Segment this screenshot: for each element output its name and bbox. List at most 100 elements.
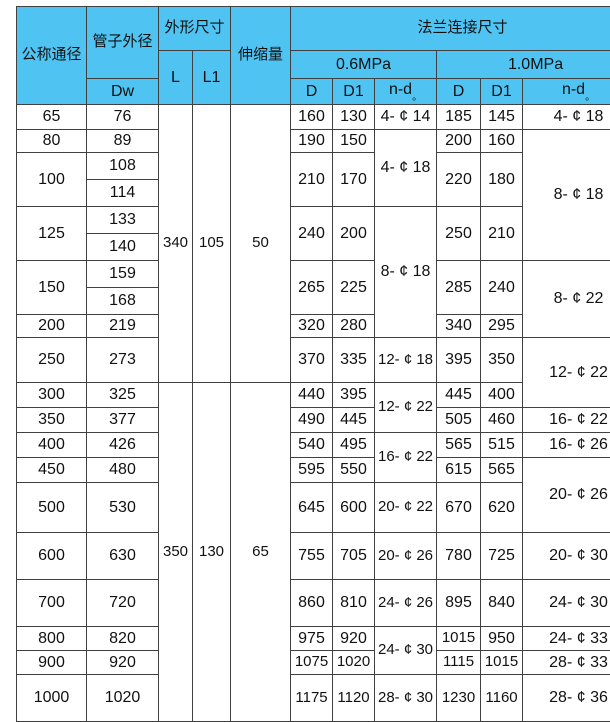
table-row: 1000 1020 1175 1120 28- ¢ 30 1230 1160 2…	[17, 675, 610, 722]
cell-d-10: 285	[437, 261, 481, 315]
cell-d-10: 615	[437, 458, 481, 483]
table-row: 900 920 1075 1020 1115 1015 28- ¢ 33	[17, 651, 610, 675]
cell-d1-10: 725	[481, 533, 523, 580]
cell-expansion: 50	[231, 105, 291, 383]
cell-d1-06: 550	[333, 458, 375, 483]
cell-d-06: 540	[291, 433, 333, 458]
cell-d1-10: 160	[481, 130, 523, 153]
header-expansion: 伸缩量	[231, 7, 291, 105]
cell-dw: 377	[87, 408, 159, 433]
cell-dn: 450	[17, 458, 87, 483]
table-row: 125 133 240 200 8- ¢ 18 250 210	[17, 207, 610, 234]
cell-d-10: 895	[437, 580, 481, 627]
cell-dn: 700	[17, 580, 87, 627]
cell-nd-10: 24- ¢ 30	[523, 580, 610, 627]
cell-d1-10: 1015	[481, 651, 523, 675]
cell-d1-10: 210	[481, 207, 523, 261]
cell-nd-06: 8- ¢ 18	[375, 207, 437, 338]
cell-dw: 168	[87, 288, 159, 315]
cell-nd-10: 28- ¢ 36	[523, 675, 610, 722]
cell-l: 350	[159, 383, 193, 722]
cell-d1-06: 280	[333, 315, 375, 338]
cell-dn: 125	[17, 207, 87, 261]
cell-d1-06: 130	[333, 105, 375, 130]
cell-nd-10: 24- ¢ 33	[523, 627, 610, 651]
cell-dw: 89	[87, 130, 159, 153]
cell-nd-06: 20- ¢ 22	[375, 483, 437, 533]
cell-dn: 250	[17, 338, 87, 383]
header-d-10: D	[437, 79, 481, 105]
cell-dw: 114	[87, 180, 159, 207]
cell-d1-10: 950	[481, 627, 523, 651]
cell-dw: 219	[87, 315, 159, 338]
table-row: 250 273 370 335 12- ¢ 18 395 350 12- ¢ 2…	[17, 338, 610, 383]
table-row: 150 159 265 225 285 240 8- ¢ 22	[17, 261, 610, 288]
cell-d1-10: 1160	[481, 675, 523, 722]
cell-dn: 500	[17, 483, 87, 533]
cell-d1-06: 395	[333, 383, 375, 408]
header-l1: L1	[193, 51, 231, 105]
table-row: 200 219 320 280 340 295	[17, 315, 610, 338]
cell-dw: 325	[87, 383, 159, 408]
header-d1-10: D1	[481, 79, 523, 105]
cell-d-06: 1175	[291, 675, 333, 722]
header-nd-06-text: n-d	[389, 81, 412, 98]
table-row: 450 480 595 550 615 565 20- ¢ 26	[17, 458, 610, 483]
cell-nd-06: 24- ¢ 26	[375, 580, 437, 627]
cell-d1-10: 295	[481, 315, 523, 338]
cell-nd-10: 4- ¢ 18	[523, 105, 610, 130]
cell-dw: 630	[87, 533, 159, 580]
header-nd-06: n-d。	[375, 79, 437, 105]
cell-d-06: 490	[291, 408, 333, 433]
header-d1-06: D1	[333, 79, 375, 105]
cell-d-06: 645	[291, 483, 333, 533]
cell-d1-10: 620	[481, 483, 523, 533]
cell-d1-06: 200	[333, 207, 375, 261]
cell-nd-10: 20- ¢ 30	[523, 533, 610, 580]
cell-dn: 400	[17, 433, 87, 458]
cell-d1-06: 150	[333, 130, 375, 153]
cell-d-06: 440	[291, 383, 333, 408]
cell-dn: 600	[17, 533, 87, 580]
cell-l: 340	[159, 105, 193, 383]
table-row: 65 76 340 105 50 160 130 4- ¢ 14 185 145…	[17, 105, 610, 130]
cell-nd-06: 4- ¢ 18	[375, 130, 437, 207]
cell-dw: 159	[87, 261, 159, 288]
cell-dn: 350	[17, 408, 87, 433]
header-nd-10-subscript: 。	[585, 92, 595, 103]
cell-d-10: 1230	[437, 675, 481, 722]
cell-d-06: 210	[291, 153, 333, 207]
cell-d-10: 250	[437, 207, 481, 261]
table-row: 800 820 975 920 24- ¢ 30 1015 950 24- ¢ …	[17, 627, 610, 651]
cell-dw: 426	[87, 433, 159, 458]
cell-nd-10: 28- ¢ 33	[523, 651, 610, 675]
header-pressure-10: 1.0MPa	[437, 51, 610, 79]
cell-d-06: 755	[291, 533, 333, 580]
cell-d1-06: 1120	[333, 675, 375, 722]
cell-nd-10: 16- ¢ 22	[523, 408, 610, 433]
cell-dn: 900	[17, 651, 87, 675]
cell-dw: 480	[87, 458, 159, 483]
cell-d1-06: 600	[333, 483, 375, 533]
cell-d-06: 1075	[291, 651, 333, 675]
cell-d1-06: 920	[333, 627, 375, 651]
cell-dw: 140	[87, 234, 159, 261]
cell-dn: 150	[17, 261, 87, 315]
cell-d-06: 320	[291, 315, 333, 338]
cell-d-06: 975	[291, 627, 333, 651]
specification-table: 公称通径 管子外径 外形尺寸 伸缩量 法兰连接尺寸 L L1 0.6MPa 1.…	[16, 6, 610, 722]
table-row: 100 108 210 170 220 180	[17, 153, 610, 180]
cell-dw: 76	[87, 105, 159, 130]
cell-d-06: 160	[291, 105, 333, 130]
cell-nd-06: 16- ¢ 22	[375, 433, 437, 483]
cell-d1-06: 810	[333, 580, 375, 627]
header-nd-10-text: n-d	[562, 81, 585, 98]
header-nd-10: n-d。	[523, 79, 610, 105]
cell-d1-10: 350	[481, 338, 523, 383]
table-row: 400 426 540 495 16- ¢ 22 565 515 16- ¢ 2…	[17, 433, 610, 458]
table-header: 公称通径 管子外径 外形尺寸 伸缩量 法兰连接尺寸 L L1 0.6MPa 1.…	[17, 7, 610, 105]
cell-d-10: 395	[437, 338, 481, 383]
cell-d-10: 565	[437, 433, 481, 458]
cell-nd-06: 12- ¢ 18	[375, 338, 437, 383]
cell-d-10: 340	[437, 315, 481, 338]
